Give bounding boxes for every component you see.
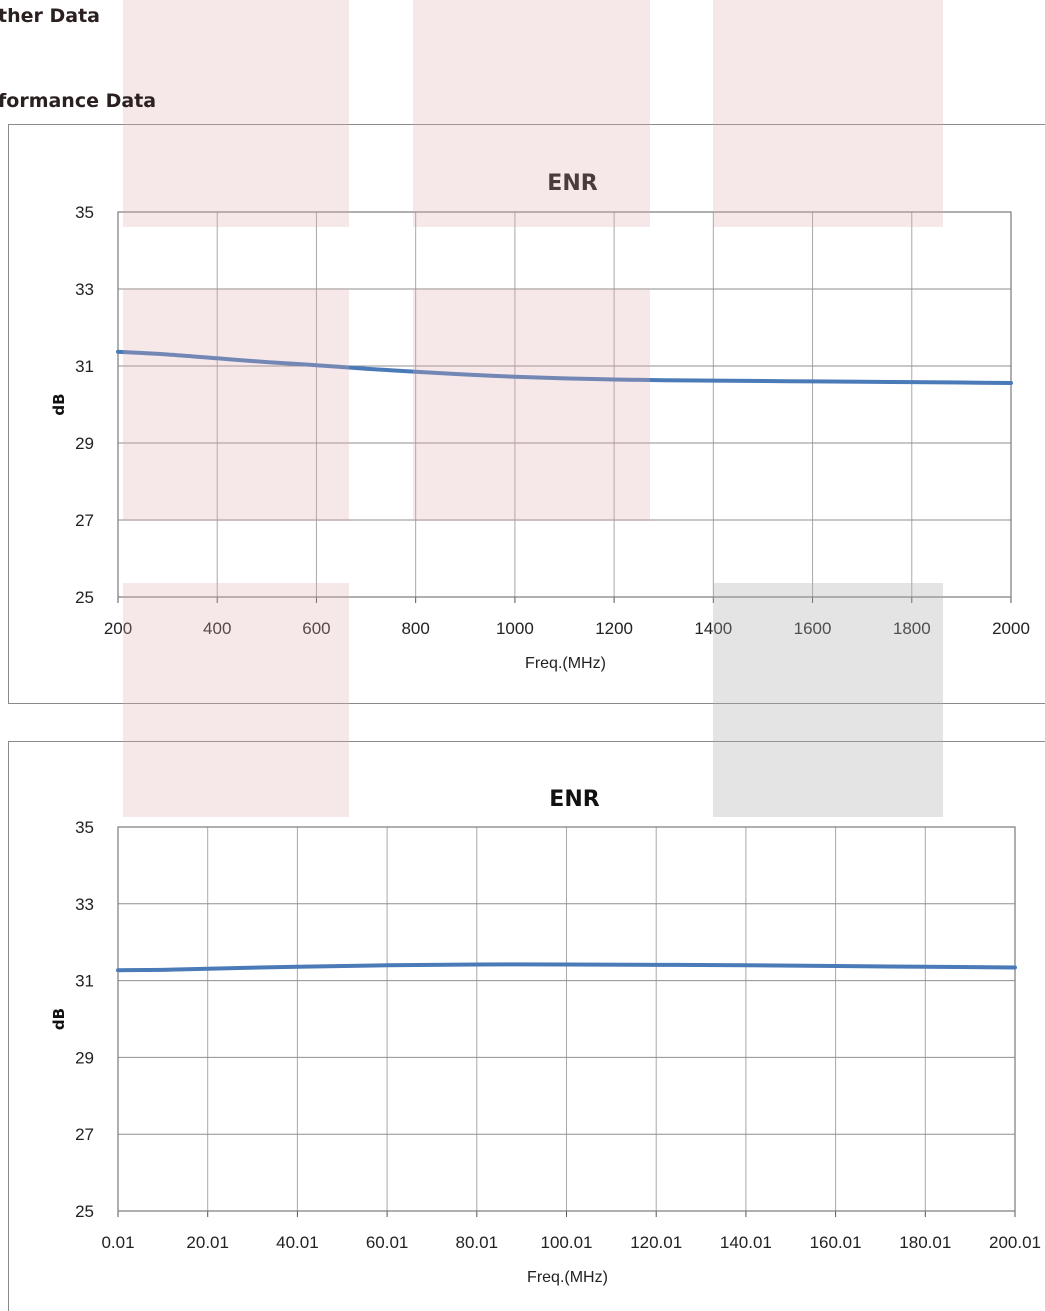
x-tick-label: 1600	[794, 619, 832, 638]
x-tick-label: 60.01	[366, 1233, 409, 1252]
y-tick-label: 33	[75, 895, 94, 914]
y-tick-label: 27	[75, 511, 94, 530]
plot-border	[117, 211, 1012, 598]
x-tick-label: 2000	[992, 619, 1030, 638]
x-tick-label: 200.01	[989, 1233, 1041, 1252]
x-tick-label: 140.01	[720, 1233, 772, 1252]
y-tick-label: 31	[75, 972, 94, 991]
chart-title: ENR	[549, 787, 599, 812]
y-tick-label: 25	[75, 1202, 94, 1221]
x-tick-label: 80.01	[456, 1233, 499, 1252]
y-tick-label: 35	[75, 203, 94, 222]
y-tick-label: 25	[75, 588, 94, 607]
chart-frame-2	[8, 741, 1045, 1311]
enr-series-line	[116, 349, 1013, 385]
x-axis-title: Freq.(MHz)	[525, 655, 606, 672]
enr-series-line	[116, 962, 1017, 973]
x-tick-label: 20.01	[186, 1233, 229, 1252]
x-tick-label: 40.01	[276, 1233, 319, 1252]
x-tick-label: 1400	[694, 619, 732, 638]
x-tick-label: 160.01	[810, 1233, 862, 1252]
y-tick-label: 33	[75, 280, 94, 299]
y-tick-label: 31	[75, 357, 94, 376]
section-heading-performance-data: formance Data	[0, 90, 157, 112]
x-tick-label: 0.01	[101, 1233, 134, 1252]
x-tick-label: 180.01	[899, 1233, 951, 1252]
y-tick-label: 27	[75, 1125, 94, 1144]
x-tick-label: 100.01	[541, 1233, 593, 1252]
section-heading-other-data: ther Data	[0, 5, 100, 27]
y-tick-label: 29	[75, 1048, 94, 1067]
chart-frame-1	[8, 124, 1045, 704]
chart-title: ENR	[547, 171, 597, 196]
x-tick-label: 400	[203, 619, 231, 638]
plot-border	[117, 826, 1016, 1212]
x-axis-title: Freq.(MHz)	[527, 1269, 608, 1286]
x-tick-label: 600	[302, 619, 330, 638]
y-axis-title: dB	[50, 393, 68, 415]
plot-area	[118, 212, 1011, 597]
x-tick-label: 800	[401, 619, 429, 638]
x-tick-label: 1800	[893, 619, 931, 638]
y-axis-title: dB	[50, 1008, 68, 1030]
y-tick-label: 29	[75, 434, 94, 453]
x-tick-label: 1000	[496, 619, 534, 638]
x-tick-label: 1200	[595, 619, 633, 638]
x-tick-label: 200	[104, 619, 132, 638]
x-tick-label: 120.01	[630, 1233, 682, 1252]
y-tick-label: 35	[75, 818, 94, 837]
